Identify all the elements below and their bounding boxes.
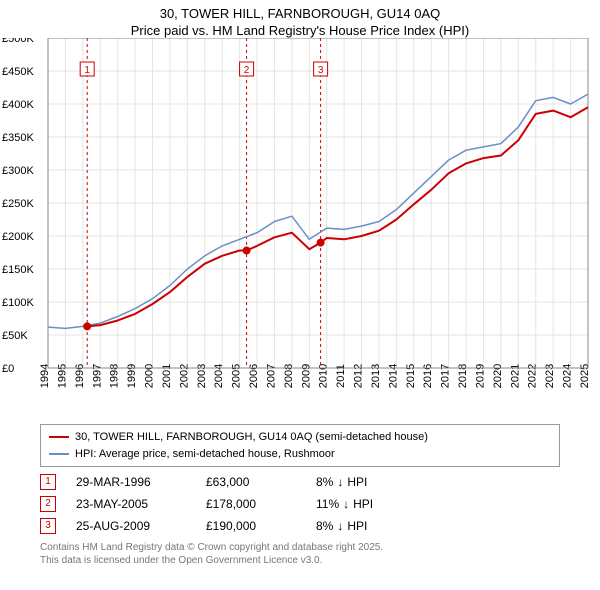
svg-text:£100K: £100K (2, 297, 34, 309)
svg-text:2006: 2006 (248, 364, 260, 388)
transaction-marker-badge: 2 (40, 496, 56, 512)
chart-titles: 30, TOWER HILL, FARNBOROUGH, GU14 0AQ Pr… (0, 0, 600, 38)
svg-text:2008: 2008 (283, 364, 295, 388)
transaction-diff: 11%↓HPI (316, 497, 373, 511)
svg-text:£400K: £400K (2, 99, 34, 111)
transaction-date: 25-AUG-2009 (76, 519, 186, 533)
svg-text:2013: 2013 (370, 364, 382, 388)
svg-text:3: 3 (318, 65, 324, 76)
svg-text:£450K: £450K (2, 66, 34, 78)
svg-text:2019: 2019 (474, 364, 486, 388)
transaction-row: 2 23-MAY-2005 £178,000 11%↓HPI (40, 493, 560, 515)
svg-text:1994: 1994 (39, 364, 51, 388)
svg-text:1996: 1996 (74, 364, 86, 388)
svg-text:£350K: £350K (2, 132, 34, 144)
svg-text:£500K: £500K (2, 38, 34, 45)
svg-text:£150K: £150K (2, 264, 34, 276)
svg-text:2016: 2016 (422, 364, 434, 388)
svg-text:£300K: £300K (2, 165, 34, 177)
svg-text:2010: 2010 (318, 364, 330, 388)
svg-text:2001: 2001 (161, 364, 173, 388)
svg-text:1995: 1995 (56, 364, 68, 388)
chart-container: £0 £50K £100K £150K £200K £250K £300K £350K £400… (0, 38, 600, 418)
svg-text:1: 1 (84, 65, 90, 76)
title-line-1: 30, TOWER HILL, FARNBOROUGH, GU14 0AQ (0, 6, 600, 21)
transaction-row: 3 25-AUG-2009 £190,000 8%↓HPI (40, 515, 560, 537)
transaction-price: £190,000 (206, 519, 296, 533)
legend-swatch (49, 436, 69, 438)
transaction-diff: 8%↓HPI (316, 475, 367, 489)
transaction-price: £63,000 (206, 475, 296, 489)
svg-text:£250K: £250K (2, 198, 34, 210)
footer-line-2: This data is licensed under the Open Gov… (40, 554, 560, 567)
svg-text:2017: 2017 (440, 364, 452, 388)
svg-text:2014: 2014 (387, 364, 399, 388)
svg-text:2002: 2002 (178, 364, 190, 388)
svg-text:£50K: £50K (2, 330, 28, 342)
svg-text:2009: 2009 (300, 364, 312, 388)
svg-text:£0: £0 (2, 363, 14, 375)
transaction-marker-badge: 1 (40, 474, 56, 490)
svg-text:2024: 2024 (562, 364, 574, 388)
svg-text:2007: 2007 (265, 364, 277, 388)
transaction-marker-badge: 3 (40, 518, 56, 534)
svg-text:1998: 1998 (109, 364, 121, 388)
footer-attribution: Contains HM Land Registry data © Crown c… (40, 541, 560, 567)
svg-text:2018: 2018 (457, 364, 469, 388)
svg-text:2020: 2020 (492, 364, 504, 388)
transaction-date: 29-MAR-1996 (76, 475, 186, 489)
svg-text:2003: 2003 (196, 364, 208, 388)
svg-text:2000: 2000 (144, 364, 156, 388)
legend-label: HPI: Average price, semi-detached house,… (75, 446, 335, 463)
legend-label: 30, TOWER HILL, FARNBOROUGH, GU14 0AQ (s… (75, 429, 428, 446)
svg-text:2023: 2023 (544, 364, 556, 388)
legend: 30, TOWER HILL, FARNBOROUGH, GU14 0AQ (s… (40, 424, 560, 467)
legend-item: 30, TOWER HILL, FARNBOROUGH, GU14 0AQ (s… (49, 429, 551, 446)
svg-text:2015: 2015 (405, 364, 417, 388)
line-chart: £0 £50K £100K £150K £200K £250K £300K £350K £400… (0, 38, 600, 418)
transaction-row: 1 29-MAR-1996 £63,000 8%↓HPI (40, 471, 560, 493)
transaction-diff: 8%↓HPI (316, 519, 367, 533)
svg-text:2025: 2025 (579, 364, 591, 388)
transaction-price: £178,000 (206, 497, 296, 511)
svg-text:1999: 1999 (126, 364, 138, 388)
transactions-table: 1 29-MAR-1996 £63,000 8%↓HPI 2 23-MAY-2005 £17… (40, 471, 560, 537)
title-line-2: Price paid vs. HM Land Registry's House … (0, 23, 600, 38)
svg-text:£200K: £200K (2, 231, 34, 243)
svg-text:2005: 2005 (231, 364, 243, 388)
svg-text:2022: 2022 (527, 364, 539, 388)
svg-text:2: 2 (244, 65, 250, 76)
svg-text:2004: 2004 (213, 364, 225, 388)
footer-line-1: Contains HM Land Registry data © Crown c… (40, 541, 560, 554)
svg-text:1997: 1997 (91, 364, 103, 388)
transaction-date: 23-MAY-2005 (76, 497, 186, 511)
svg-text:2021: 2021 (509, 364, 521, 388)
svg-text:2012: 2012 (353, 364, 365, 388)
legend-item: HPI: Average price, semi-detached house,… (49, 446, 551, 463)
legend-swatch (49, 453, 69, 455)
